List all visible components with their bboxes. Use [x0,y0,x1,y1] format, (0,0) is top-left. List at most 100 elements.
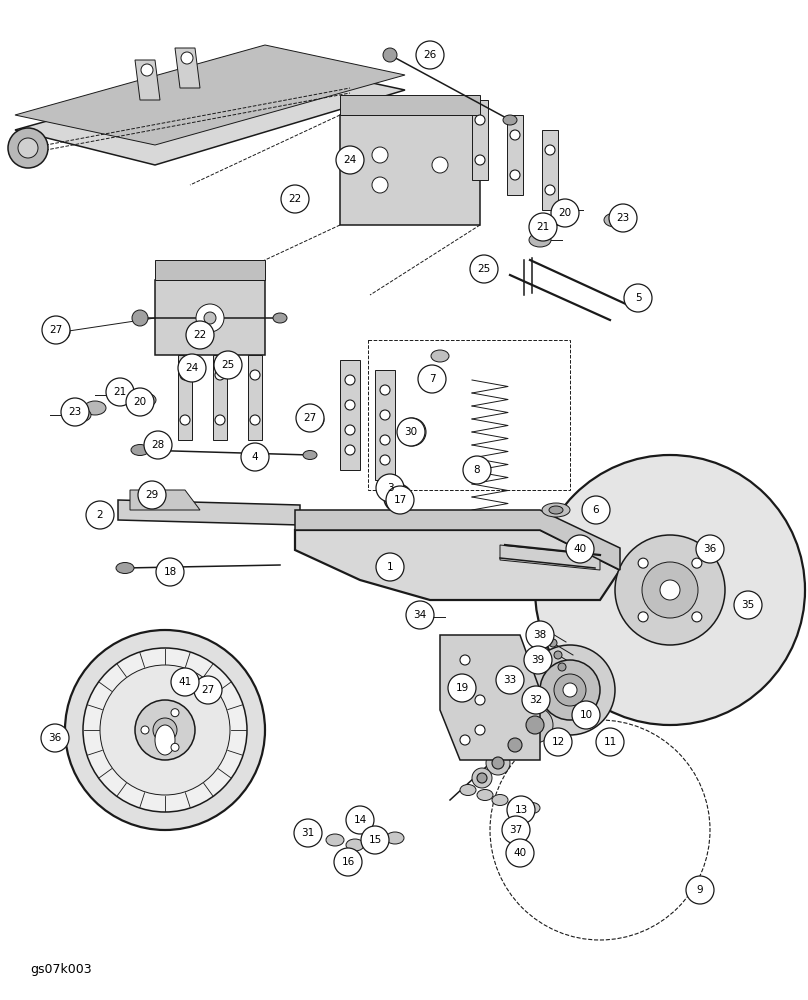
Text: 27: 27 [303,413,317,423]
Circle shape [397,418,425,446]
Ellipse shape [604,213,626,227]
Circle shape [460,735,470,745]
Circle shape [526,716,544,734]
Circle shape [472,768,492,788]
Circle shape [475,155,485,165]
Circle shape [376,553,404,581]
Ellipse shape [549,506,563,514]
Circle shape [660,580,680,600]
Polygon shape [155,280,265,355]
Text: 16: 16 [341,857,355,867]
Text: 23: 23 [617,213,629,223]
Ellipse shape [346,839,364,851]
Text: 26: 26 [423,50,436,60]
Circle shape [432,157,448,173]
Circle shape [545,145,555,155]
Circle shape [132,310,148,326]
Circle shape [380,455,390,465]
Circle shape [308,412,324,428]
Text: 41: 41 [179,677,191,687]
Circle shape [135,700,195,760]
Polygon shape [295,530,620,600]
Polygon shape [118,500,300,525]
Text: 17: 17 [393,495,406,505]
Circle shape [692,558,702,568]
Polygon shape [155,260,265,280]
Circle shape [596,728,624,756]
Ellipse shape [326,834,344,846]
Text: 38: 38 [533,630,547,640]
Polygon shape [507,115,523,195]
Circle shape [642,562,698,618]
Circle shape [535,455,805,725]
Polygon shape [340,360,360,470]
Circle shape [345,425,355,435]
Circle shape [42,316,70,344]
Circle shape [477,773,487,783]
Ellipse shape [114,388,136,402]
Circle shape [376,474,404,502]
Circle shape [171,709,179,717]
Text: 27: 27 [201,685,215,695]
Circle shape [8,128,48,168]
Circle shape [250,370,260,380]
Ellipse shape [131,444,149,456]
Circle shape [380,385,390,395]
Circle shape [144,431,172,459]
Polygon shape [175,48,200,88]
Ellipse shape [534,218,556,232]
Circle shape [214,351,242,379]
Circle shape [250,415,260,425]
Circle shape [615,535,725,645]
Circle shape [345,375,355,385]
Circle shape [54,324,70,340]
Text: 21: 21 [537,222,549,232]
Polygon shape [542,130,558,210]
Text: 22: 22 [288,194,301,204]
Circle shape [392,492,404,504]
Circle shape [416,41,444,69]
Circle shape [486,751,510,775]
Text: 40: 40 [513,848,527,858]
Ellipse shape [477,790,493,800]
Text: 15: 15 [368,835,381,845]
Circle shape [171,743,179,751]
Circle shape [204,312,216,324]
Circle shape [372,147,388,163]
Ellipse shape [273,313,287,323]
Circle shape [86,501,114,529]
Circle shape [194,676,222,704]
Circle shape [181,52,193,64]
Polygon shape [295,510,620,570]
Circle shape [470,255,498,283]
Ellipse shape [431,350,449,362]
Text: gs07k003: gs07k003 [30,964,91,976]
Polygon shape [135,60,160,100]
Circle shape [517,707,553,743]
Circle shape [526,621,554,649]
Ellipse shape [303,450,317,460]
Text: 34: 34 [414,610,427,620]
Circle shape [525,645,615,735]
Circle shape [141,64,153,76]
Circle shape [178,354,206,382]
Text: 28: 28 [151,440,165,450]
Circle shape [153,718,177,742]
Text: 29: 29 [145,490,158,500]
Circle shape [186,321,214,349]
Text: 31: 31 [301,828,314,838]
Circle shape [171,668,199,696]
Circle shape [510,170,520,180]
Circle shape [502,816,530,844]
Polygon shape [248,355,262,440]
Text: 36: 36 [704,544,717,554]
Circle shape [463,456,491,484]
Circle shape [61,398,89,426]
Circle shape [540,660,600,720]
Text: 24: 24 [185,363,199,373]
Circle shape [507,796,535,824]
Circle shape [544,728,572,756]
Text: 22: 22 [193,330,207,340]
Circle shape [380,410,390,420]
Text: 20: 20 [558,208,571,218]
